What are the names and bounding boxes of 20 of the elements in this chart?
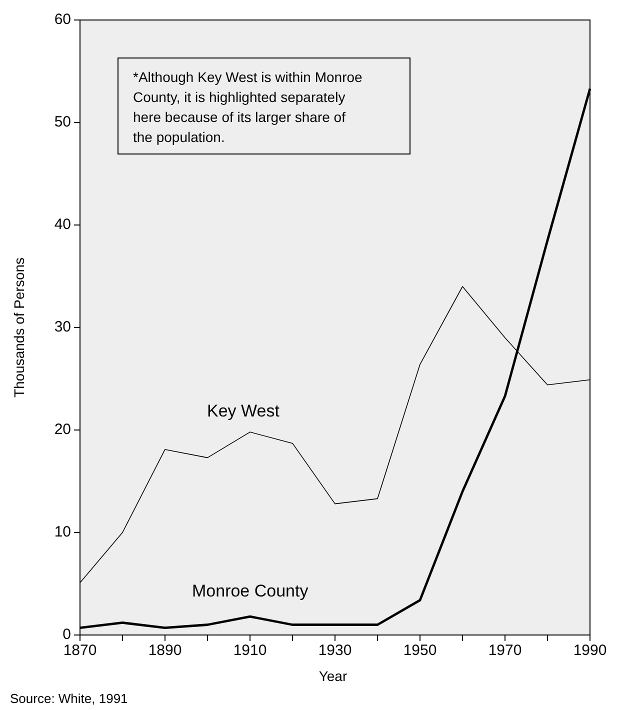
source-note: Source: White, 1991 [10, 691, 128, 706]
y-tick-label: 60 [54, 10, 71, 28]
x-tick-label: 1930 [318, 642, 352, 659]
series-label: Monroe County [192, 581, 309, 600]
x-tick-label: 1870 [63, 642, 97, 659]
x-tick-label: 1970 [488, 642, 522, 659]
x-tick-label: 1950 [403, 642, 437, 659]
annotation: *Although Key West is within Monroe County, it is highlighted separately here because of its larger share of the population. [133, 69, 363, 145]
x-tick-label: 1990 [573, 642, 607, 659]
y-tick-label: 40 [54, 216, 71, 233]
y-tick-label: 20 [54, 420, 71, 438]
x-tick-label: 1910 [233, 642, 267, 659]
y-tick-label: 0 [62, 626, 71, 643]
y-tick-label: 30 [54, 318, 71, 336]
series-label: Key West [207, 401, 280, 420]
x-tick-label: 1890 [148, 642, 182, 659]
y-tick-label: 50 [54, 113, 71, 130]
y-tick-label: 10 [54, 523, 71, 540]
y-axis-title: Thousands of Persons [11, 257, 27, 398]
x-axis-title: Year [318, 668, 348, 684]
